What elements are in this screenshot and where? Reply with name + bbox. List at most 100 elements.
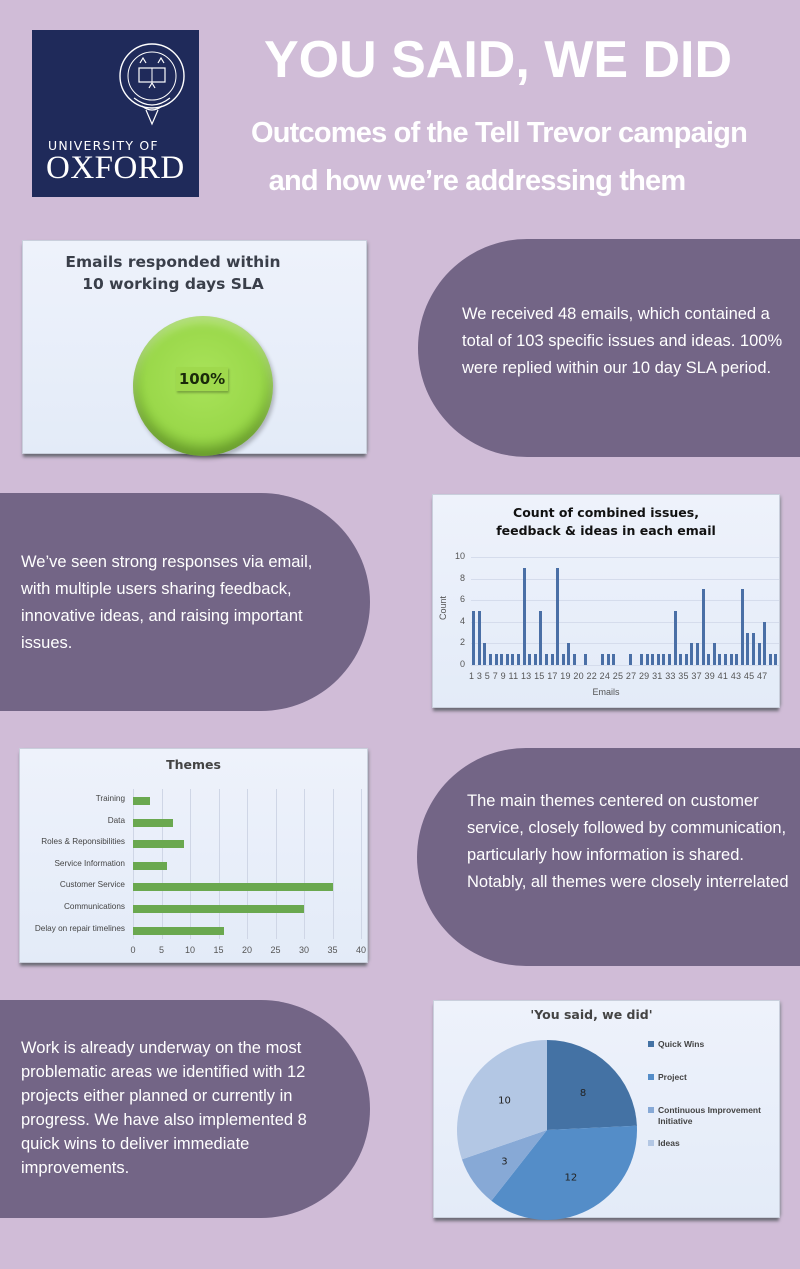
info-panel-work-underway: Work is already underway on the most pro…: [0, 1000, 370, 1218]
column-slot: [482, 557, 488, 665]
themes-chart-title: Themes: [166, 757, 221, 772]
column-slot: [734, 557, 740, 665]
theme-row: Communications: [64, 901, 361, 923]
y-tick-label: 4: [459, 615, 465, 626]
column-bar: [545, 654, 549, 665]
column-bar: [572, 654, 576, 665]
column-slot: [723, 557, 729, 665]
column-bar: [517, 654, 521, 665]
column-bar: [690, 643, 694, 665]
legend-swatch-icon: [648, 1041, 654, 1047]
theme-label: Training: [95, 794, 125, 803]
column-bar: [528, 654, 532, 665]
theme-label: Communications: [64, 902, 125, 911]
gridline: [471, 557, 779, 558]
gridline: [471, 621, 779, 623]
you-said-we-did-pie-chart: 'You said, we did' 8 12 3 10 Quick Wins Proj…: [433, 1000, 780, 1220]
x-axis-tick-labels: 1 3 5 7 9 11 13 15 17 19 20 22 24 25 27 …: [469, 671, 768, 681]
column-bar: [533, 654, 537, 665]
column-bar: [645, 654, 649, 665]
page-subtitle-line1: Outcomes of the Tell Trevor campaign: [250, 117, 748, 149]
column-bar: [651, 654, 655, 665]
theme-bar: [133, 818, 173, 827]
gridline: [218, 789, 220, 939]
panel-text: We’ve seen strong responses via email, w…: [21, 553, 313, 652]
pie-slice-label: 3: [501, 1156, 507, 1167]
gridline: [190, 789, 191, 939]
column-bar: [500, 654, 504, 665]
x-tick-label: 15: [213, 945, 224, 955]
column-bar: [556, 567, 560, 665]
column-bar: [483, 643, 487, 665]
info-panel-strong-responses: We’ve seen strong responses via email, w…: [0, 493, 370, 711]
sla-chart: Emails responded within 10 working days …: [22, 240, 367, 456]
column-bar: [489, 654, 493, 665]
column-slot: [712, 557, 718, 665]
panel-text: The main themes centered on customer ser…: [467, 792, 789, 891]
column-bar: [662, 654, 666, 665]
column-slot: [510, 557, 516, 665]
column-slot: [555, 557, 561, 665]
legend-swatch-icon: [648, 1074, 654, 1080]
column-bar: [612, 654, 616, 665]
email-count-chart: Count of combined issues, feedback & ide…: [432, 494, 780, 708]
column-bars: [471, 557, 779, 665]
gridline: [471, 665, 779, 666]
column-bar: [477, 611, 481, 665]
gridline: [304, 789, 305, 939]
column-bar: [511, 654, 515, 665]
column-bar: [746, 632, 750, 665]
x-tick-label: 0: [130, 945, 136, 955]
logo-line2: OXFORD: [46, 150, 185, 186]
x-tick-label: 20: [241, 945, 252, 955]
column-plot-area: 0 2 4 6 8 10: [455, 551, 779, 669]
theme-label: Roles & Reponsibilities: [41, 837, 125, 847]
column-slot: [728, 557, 734, 665]
y-tick-label: 10: [454, 551, 465, 561]
pie-slice-label: 8: [580, 1088, 586, 1099]
theme-bar: [133, 861, 168, 870]
column-bar: [718, 654, 722, 665]
theme-label: Data: [107, 815, 125, 825]
column-bar: [494, 654, 498, 665]
y-tick-label: 6: [459, 594, 465, 605]
column-bar: [673, 611, 677, 665]
column-bar: [701, 589, 705, 665]
legend-swatch-icon: [648, 1107, 654, 1113]
column-slot: [521, 557, 527, 665]
themes-chart: Themes 0 5 10 15 20 25 30 35 40 Training Data Roles…: [19, 748, 368, 963]
legend-label: Continuous Improvement Initiative: [658, 1105, 761, 1126]
legend-item: Continuous Improvement Initiative: [648, 1105, 763, 1127]
column-bar: [561, 654, 565, 665]
column-bar: [628, 654, 632, 665]
gridline: [332, 789, 334, 939]
panel-text: Work is already underway on the most pro…: [21, 1039, 307, 1177]
column-bar: [768, 654, 772, 665]
column-slot: [650, 557, 656, 665]
theme-label: Service Information: [54, 858, 125, 868]
column-bar: [774, 654, 778, 665]
column-slot: [488, 557, 494, 665]
pie-chart-title: 'You said, we did': [530, 1007, 653, 1022]
page-title: YOU SAID, WE DID: [263, 31, 733, 89]
y-axis-title: Count: [438, 595, 449, 621]
x-tick-label: 10: [184, 945, 195, 955]
column-bar: [567, 643, 571, 665]
y-tick-label: 8: [459, 572, 465, 583]
column-slot: [767, 557, 773, 665]
gridline: [471, 643, 779, 645]
y-tick-label: 2: [459, 637, 465, 648]
column-slot: [689, 557, 695, 665]
theme-row: Customer Service: [60, 879, 361, 901]
theme-bar: [133, 840, 185, 849]
theme-row: Service Information: [54, 858, 361, 880]
column-bar: [757, 643, 761, 665]
themes-plot-area: 0 5 10 15 20 25 30 35 40 Training Data Roles & Repo…: [35, 789, 366, 955]
sla-chart-title: Emails responded within 10 working days …: [65, 253, 281, 293]
column-slot: [561, 557, 567, 665]
column-bar: [740, 589, 744, 665]
column-bar: [505, 654, 509, 665]
page-subtitle-line2: and how we’re addressing them: [268, 165, 687, 197]
column-bar: [668, 654, 672, 665]
column-slot: [684, 557, 690, 665]
